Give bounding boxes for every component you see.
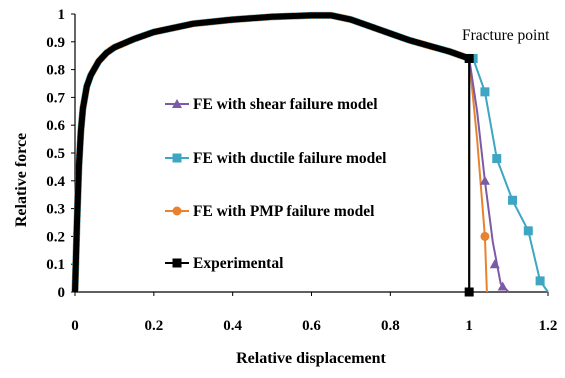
y-tick-label: 0.7 [46, 90, 65, 106]
series-line-2 [468, 58, 488, 293]
series-line-1 [469, 57, 549, 293]
legend-label: Experimental [193, 255, 284, 272]
series-marker-3 [464, 53, 474, 63]
y-tick-label: 0.2 [46, 229, 65, 245]
y-tick-label: 0 [58, 285, 66, 301]
series-marker-1 [508, 195, 518, 205]
legend-marker [172, 153, 182, 163]
y-tick-label: 0.3 [46, 202, 65, 218]
x-tick-label: 1 [465, 318, 473, 334]
x-axis-title: Relative displacement [236, 350, 386, 367]
y-tick-label: 0.4 [46, 174, 65, 190]
series-marker-0 [497, 281, 508, 291]
experimental-curve [72, 12, 471, 293]
series-marker-0 [479, 175, 490, 185]
series-marker-2 [480, 231, 490, 241]
legend-marker [172, 258, 182, 268]
legend-label: FE with ductile failure model [193, 150, 387, 167]
legend-marker [172, 206, 182, 216]
x-tick-label: 1.2 [539, 318, 558, 334]
series-marker-1 [523, 226, 533, 236]
curves [71, 11, 549, 297]
x-tick-label: 0.4 [223, 318, 242, 334]
series-marker-3 [464, 287, 474, 297]
y-tick-label: 0.6 [46, 118, 65, 134]
x-tick-label: 0.6 [302, 318, 321, 334]
legend-marker [172, 99, 182, 108]
series-marker-1 [535, 276, 545, 286]
series-marker-1 [492, 154, 502, 164]
x-tick-label: 0 [71, 318, 79, 334]
legend-label: FE with shear failure model [193, 96, 378, 113]
x-tick-label: 0.2 [144, 318, 163, 334]
x-tick-label: 0.8 [381, 318, 400, 334]
y-tick-label: 0.5 [46, 146, 65, 162]
y-tick-label: 0.1 [46, 257, 65, 273]
series-marker-1 [480, 87, 490, 97]
y-tick-label: 0.9 [46, 35, 65, 51]
legend: FE with shear failure model FE with ducti… [165, 96, 387, 272]
y-tick-label: 1 [58, 7, 66, 23]
series-marker-0 [489, 259, 500, 269]
legend-label: FE with PMP failure model [193, 203, 375, 220]
y-axis-title: Relative force [13, 133, 30, 227]
y-tick-label: 0.8 [46, 63, 65, 79]
tick-labels: 0 0.2 0.4 0.6 0.8 1 1.2 0 0.1 0.2 0.3 0.4 0.5 0.6 0.7 0… [46, 7, 557, 334]
fracture-point-annotation: Fracture point [462, 27, 550, 44]
